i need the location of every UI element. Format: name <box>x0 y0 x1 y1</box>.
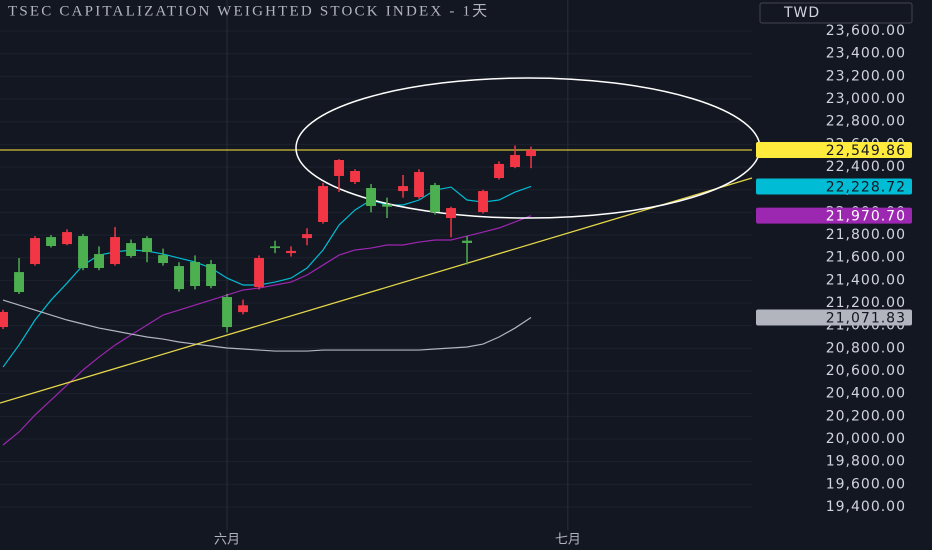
moving-average <box>2 299 532 352</box>
candle-body <box>30 238 40 265</box>
candle-body <box>334 160 344 176</box>
series-last-label-box <box>756 207 912 224</box>
y-tick-label: 20,400.00 <box>826 386 906 402</box>
y-tick-label: 21,800.00 <box>826 227 906 243</box>
y-tick-label: 23,000.00 <box>826 91 906 107</box>
trend-line <box>0 177 753 404</box>
candle-body <box>0 311 9 328</box>
last-price-label-box <box>756 142 912 159</box>
candle-body <box>62 232 72 245</box>
candle-body <box>414 172 424 198</box>
candle-body <box>174 266 184 290</box>
y-tick-label: 22,800.00 <box>826 114 906 130</box>
candle-body <box>110 237 120 265</box>
candle-body <box>254 258 264 288</box>
y-tick-label: 21,200.00 <box>826 295 906 311</box>
candle-body <box>526 150 536 157</box>
candle-body <box>382 204 392 207</box>
candle-body <box>302 234 312 239</box>
candle-body <box>206 264 216 287</box>
x-tick-label: 六月 <box>214 533 240 548</box>
currency: TWD <box>783 5 820 21</box>
y-tick-label: 23,200.00 <box>826 68 906 84</box>
candle-body <box>398 186 408 192</box>
candle-body <box>350 171 360 182</box>
candle-body <box>494 163 504 179</box>
indicators <box>2 185 532 446</box>
y-tick-label: 19,800.00 <box>826 454 906 470</box>
series-last-label-box <box>756 178 912 195</box>
candle-body <box>286 250 296 254</box>
candle-body <box>446 208 456 219</box>
grid <box>0 0 752 530</box>
candle-body <box>430 185 440 213</box>
y-tick-label: 20,000.00 <box>826 431 906 447</box>
y-tick-label: 21,600.00 <box>826 250 906 266</box>
series-last-label: 22,228.72 <box>826 179 906 195</box>
chart-title: TSEC CAPITALIZATION WEIGHTED STOCK INDEX… <box>8 3 489 19</box>
y-tick-label: 20,800.00 <box>826 340 906 356</box>
candle-body <box>14 272 24 293</box>
candle-body <box>318 186 328 222</box>
y-tick-label: 23,600.00 <box>826 23 906 39</box>
x-tick-label: 七月 <box>555 533 581 548</box>
candle-body <box>46 237 56 247</box>
candle-body <box>78 236 88 269</box>
y-tick-label: 19,600.00 <box>826 476 906 492</box>
candle-body <box>158 255 168 264</box>
moving-average <box>2 215 532 446</box>
y-tick-label: 22,400.00 <box>826 159 906 175</box>
candle-body <box>510 155 520 168</box>
candle-body <box>142 238 152 253</box>
candles <box>0 145 536 333</box>
candle-body <box>462 240 472 243</box>
candle-body <box>478 191 488 213</box>
y-tick-label: 21,400.00 <box>826 272 906 288</box>
candle-body <box>238 305 248 313</box>
series-last-label: 21,970.70 <box>826 209 906 225</box>
candle-body <box>270 246 280 249</box>
candle-body <box>222 297 232 328</box>
candle-body <box>190 261 200 287</box>
y-tick-label: 19,400.00 <box>826 499 906 515</box>
series-last-label: 21,071.83 <box>826 311 906 327</box>
y-tick-label: 20,600.00 <box>826 363 906 379</box>
candle-body <box>366 187 376 207</box>
currency-box[interactable] <box>759 2 913 24</box>
moving-average <box>2 185 532 368</box>
candle-body <box>94 254 104 269</box>
price-axis: 19,400.00 19,600.00 19,800.00 20,000.00 20,2… <box>214 23 912 548</box>
series-last-label-box <box>756 309 912 326</box>
y-tick-label: 23,400.00 <box>826 46 906 62</box>
candle-body <box>126 243 136 256</box>
last-price-label: 22,549.86 <box>826 143 906 159</box>
y-tick-label: 20,200.00 <box>826 408 906 424</box>
